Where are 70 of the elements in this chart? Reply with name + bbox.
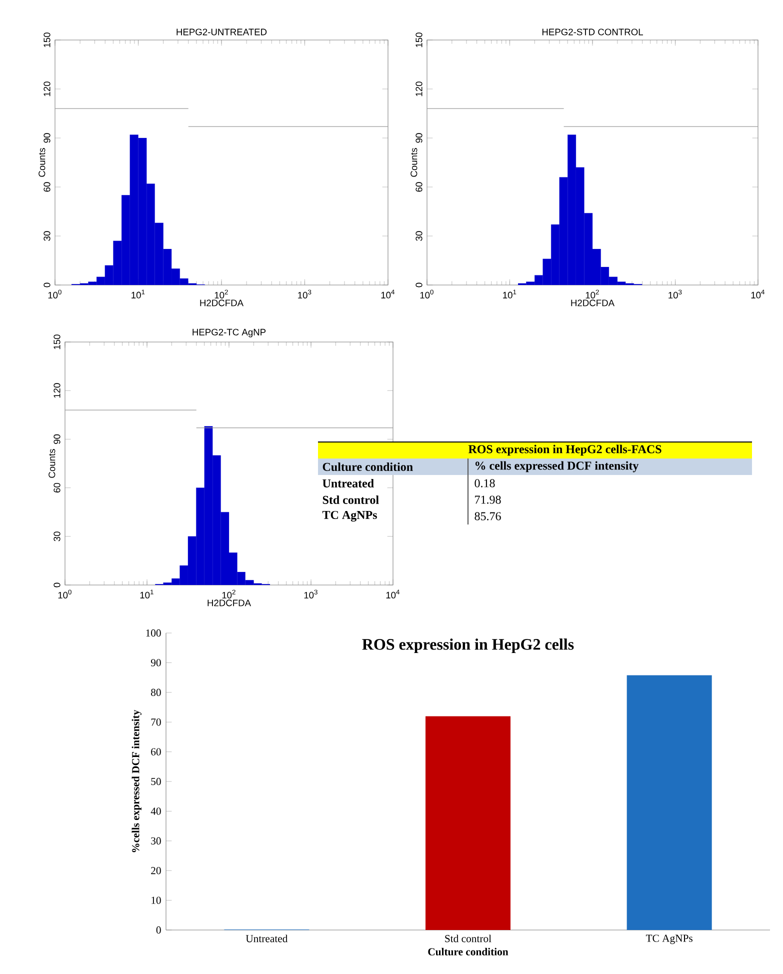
- y-tick-label: 10: [152, 896, 161, 904]
- x-tick-label: 10$^{1}$: [503, 290, 516, 298]
- chart-title: HEPG2-UNTREATED: [176, 28, 267, 36]
- x-tick-label: 10$^{1}$: [140, 590, 154, 598]
- x-tick-label: 10$^{3}$: [668, 290, 682, 298]
- x-axis-title: H2DCFDA: [571, 300, 615, 306]
- x-tick-label: TC AgNPs: [646, 934, 692, 944]
- y-tick-label: 60: [151, 748, 161, 756]
- y-tick-label: 30: [54, 532, 60, 542]
- y-tick-label: 60: [416, 182, 422, 192]
- y-tick-label: 90: [150, 659, 161, 666]
- y-tick-label: 60: [54, 482, 60, 493]
- y-tick-label: 80: [151, 688, 161, 696]
- annotation: TC AgNPs: [322, 510, 377, 522]
- y-tick-label: 50: [151, 778, 161, 786]
- y-tick-label: 100: [146, 629, 161, 637]
- x-tick-label: 10$^{3}$: [298, 290, 312, 298]
- annotation: Untreated: [322, 479, 374, 488]
- y-tick-label: 150: [44, 32, 50, 48]
- x-tick-label: 10$^{4}$: [751, 290, 765, 298]
- y-tick-label: 30: [416, 231, 422, 241]
- annotation: Std control: [322, 496, 379, 504]
- chart-title: HEPG2-TC AgNP: [192, 328, 266, 338]
- annotation: Culture condition: [322, 462, 413, 471]
- x-tick-label: 10$^{0}$: [58, 590, 72, 598]
- x-axis-title: H2DCFDA: [208, 600, 252, 606]
- x-axis-title: Culture condition: [428, 948, 508, 956]
- y-axis-title: Counts: [38, 148, 46, 177]
- y-tick-label: 40: [150, 808, 161, 815]
- x-tick-label: Std control: [445, 934, 492, 942]
- y-tick-label: 30: [151, 837, 161, 844]
- text: 0.18: [474, 479, 495, 488]
- text: 71.98: [475, 496, 501, 504]
- x-tick-label: 10$^{3}$: [304, 590, 318, 598]
- x-tick-label: 10$^{2}$: [222, 590, 236, 598]
- x-tick-label: 10$^{2}$: [214, 290, 228, 298]
- y-tick-label: 70: [151, 718, 161, 726]
- y-tick-label: 150: [54, 334, 60, 350]
- x-tick-label: 10$^{0}$: [420, 290, 434, 298]
- x-axis-title: H2DCFDA: [200, 300, 244, 306]
- x-tick-label: 10$^{0}$: [48, 290, 62, 298]
- x-tick-label: Untreated: [246, 934, 288, 942]
- x-tick-label: 10$^{1}$: [132, 290, 145, 298]
- y-axis-title: %cells expressed DCF intensity: [132, 710, 142, 852]
- y-tick-label: 90: [54, 434, 60, 444]
- text: 85.76: [474, 512, 501, 520]
- y-tick-label: 0: [416, 282, 422, 288]
- chart-title: HEPG2-STD CONTROL: [542, 28, 643, 36]
- bar: [426, 716, 511, 930]
- bar: [626, 675, 712, 930]
- y-tick-label: 0: [156, 926, 161, 934]
- y-tick-label: 120: [416, 82, 422, 96]
- x-tick-label: 10$^{4}$: [381, 290, 395, 298]
- y-tick-label: 120: [44, 82, 50, 96]
- x-tick-label: 10$^{2}$: [586, 290, 599, 298]
- y-axis-title: Counts: [410, 148, 418, 177]
- y-tick-label: 0: [44, 282, 50, 288]
- y-tick-label: 60: [44, 182, 50, 192]
- chart-title: ROS expression in HepG2 cells: [362, 638, 574, 654]
- text: ROS expression in HepG2 cells-FACS: [468, 444, 662, 456]
- y-tick-label: 0: [54, 582, 60, 588]
- x-tick-label: 10$^{4}$: [386, 590, 400, 598]
- y-tick-label: 20: [151, 867, 161, 874]
- y-tick-label: 90: [416, 133, 422, 143]
- y-tick-label: 150: [416, 32, 422, 48]
- y-axis-title: Counts: [48, 449, 56, 478]
- text: % cells expressed DCF intensity: [476, 461, 639, 472]
- y-tick-label: 120: [54, 383, 60, 398]
- y-tick-label: 90: [44, 133, 50, 143]
- y-tick-label: 30: [44, 231, 50, 241]
